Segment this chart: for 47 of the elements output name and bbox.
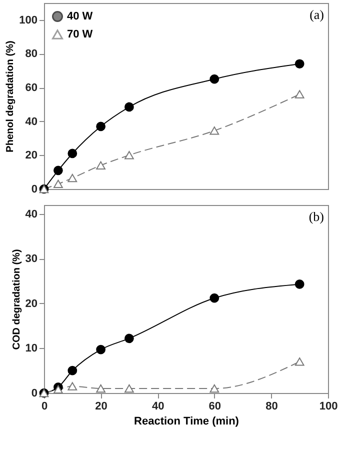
annotation: (b) (308, 209, 324, 224)
point (294, 358, 304, 366)
point (124, 151, 134, 160)
point (96, 161, 106, 170)
legend-label: 70 W (67, 28, 94, 40)
point (96, 384, 106, 393)
point (96, 122, 106, 132)
point (210, 384, 220, 393)
y-axis-title: Phenol degradation (%) (5, 40, 16, 152)
point (294, 90, 304, 98)
point (294, 280, 304, 289)
x-axis-title: Reaction Time (min) (134, 416, 240, 428)
point (124, 102, 134, 112)
point (54, 166, 63, 176)
point (210, 293, 220, 303)
point (294, 59, 304, 69)
y-tick-label: 20 (25, 150, 38, 162)
point (68, 366, 78, 376)
y-tick-label: 20 (25, 298, 38, 310)
y-tick-label: 10 (25, 342, 38, 355)
point (124, 334, 134, 344)
x-tick-label: 20 (95, 400, 108, 412)
point (54, 385, 63, 394)
point (68, 174, 78, 182)
y-tick-label: 40 (25, 116, 38, 128)
point (68, 382, 78, 390)
x-tick-label: 60 (208, 400, 222, 412)
annotation: (a) (310, 7, 324, 22)
x-tick-label: 100 (319, 400, 338, 412)
y-tick-label: 0 (31, 388, 38, 400)
point (210, 74, 220, 84)
y-tick-label: 40 (25, 208, 38, 220)
point (68, 148, 78, 158)
x-tick-label: 40 (152, 400, 164, 412)
y-tick-label: 30 (25, 253, 38, 266)
point (210, 126, 220, 135)
legend-label: 40 W (67, 10, 94, 22)
y-tick-label: 0 (31, 184, 38, 196)
x-tick-label: 80 (266, 400, 278, 412)
y-axis-title: COD degradation (%) (11, 249, 22, 350)
point (54, 180, 63, 188)
y-tick-label: 80 (25, 48, 38, 60)
y-tick-label: 100 (19, 14, 38, 26)
y-tick-label: 60 (25, 82, 38, 94)
point (124, 384, 134, 393)
point (96, 344, 106, 354)
x-tick-label: 0 (41, 400, 48, 412)
